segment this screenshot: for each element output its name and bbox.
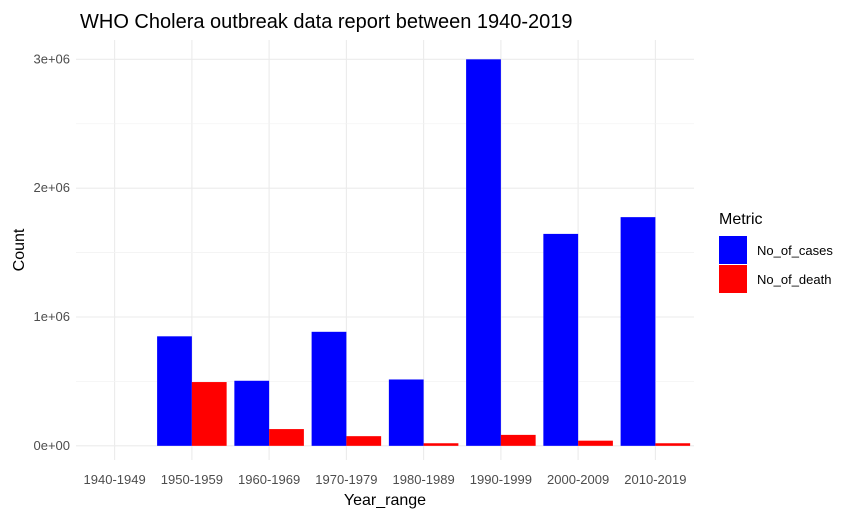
bar-no-of-death <box>655 443 691 446</box>
bar-no-of-death <box>191 382 227 446</box>
x-tick-label: 1990-1999 <box>470 472 532 487</box>
y-tick-label: 1e+06 <box>33 309 70 324</box>
y-axis-title: Count <box>11 228 28 271</box>
x-tick-label: 1980-1989 <box>393 472 455 487</box>
legend-swatch-no-of-death <box>719 265 747 293</box>
bar-no-of-cases <box>620 217 656 446</box>
tick-labels: 0e+00 1e+06 2e+06 3e+06 1940-1949 1950-1959 19… <box>33 51 686 487</box>
x-tick-label: 2010-2019 <box>624 472 686 487</box>
bar-no-of-death <box>346 436 382 446</box>
legend-label-no-of-death: No_of_death <box>757 272 831 287</box>
x-tick-label: 1950-1959 <box>161 472 223 487</box>
bar-no-of-death <box>423 443 459 446</box>
legend-swatch-no-of-cases <box>719 236 747 264</box>
y-tick-label: 3e+06 <box>33 51 70 66</box>
bar-no-of-cases <box>466 59 501 446</box>
bars <box>157 59 691 446</box>
legend-title: Metric <box>719 211 763 228</box>
y-tick-label: 2e+06 <box>33 180 70 195</box>
bar-no-of-cases <box>157 336 192 446</box>
chart-title: WHO Cholera outbreak data report between… <box>80 11 573 33</box>
legend-label-no-of-cases: No_of_cases <box>757 243 833 258</box>
bar-no-of-death <box>269 429 304 446</box>
x-tick-label: 1970-1979 <box>315 472 377 487</box>
bar-no-of-death <box>500 434 536 446</box>
bar-no-of-cases <box>388 379 424 446</box>
bar-no-of-cases <box>311 331 347 446</box>
bar-no-of-cases <box>234 380 270 446</box>
bar-no-of-death <box>578 440 613 446</box>
bar-no-of-cases <box>543 233 579 446</box>
y-tick-label: 0e+00 <box>33 438 70 453</box>
x-tick-label: 2000-2009 <box>547 472 609 487</box>
legend: Metric No_of_cases No_of_death <box>719 211 833 293</box>
x-tick-label: 1940-1949 <box>84 472 146 487</box>
x-tick-label: 1960-1969 <box>238 472 300 487</box>
x-axis-title: Year_range <box>344 492 426 509</box>
